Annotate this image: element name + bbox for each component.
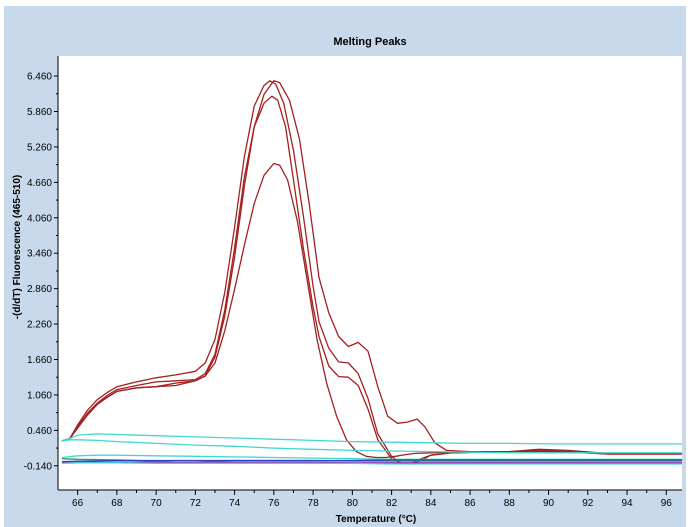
x-tick-label: 78 xyxy=(308,498,320,509)
curve-10 xyxy=(61,461,682,464)
x-tick-label: 80 xyxy=(347,498,359,509)
curve-11 xyxy=(61,462,682,465)
x-tick-label: 90 xyxy=(543,498,555,509)
x-axis-label: Temperature (°C) xyxy=(336,514,417,525)
x-tick-label: 70 xyxy=(151,498,163,509)
x-tick-label: 94 xyxy=(621,498,633,509)
plot-area xyxy=(58,56,682,490)
y-tick-label: 1.060 xyxy=(27,390,52,401)
x-tick-label: 68 xyxy=(111,498,123,509)
x-tick-label: 96 xyxy=(661,498,673,509)
curve-4 xyxy=(61,162,682,459)
x-tick-label: 66 xyxy=(72,498,84,509)
curves-layer xyxy=(61,80,682,465)
y-tick-label: 4.660 xyxy=(27,178,52,189)
y-tick-label: 0.460 xyxy=(27,426,52,437)
y-tick-label: 3.460 xyxy=(27,249,52,260)
y-tick-label: 2.860 xyxy=(27,284,52,295)
y-tick-label: 5.260 xyxy=(27,142,52,153)
curve-3 xyxy=(61,95,682,465)
x-tick-label: 92 xyxy=(582,498,594,509)
y-tick-label: 6.460 xyxy=(27,72,52,83)
x-tick-label: 88 xyxy=(504,498,516,509)
chart-title: Melting Peaks xyxy=(333,36,406,48)
x-tick-label: 82 xyxy=(386,498,398,509)
y-tick-label: 1.660 xyxy=(27,355,52,366)
x-tick-label: 84 xyxy=(425,498,437,509)
x-tick-label: 72 xyxy=(190,498,202,509)
curve-5 xyxy=(61,433,682,445)
y-tick-label: -0.140 xyxy=(24,461,53,472)
curve-9 xyxy=(61,459,682,463)
y-axis-label: -(d/dT) Fluorescence (465-510) xyxy=(12,175,23,319)
curve-6 xyxy=(61,439,682,454)
y-tick-label: 2.260 xyxy=(27,320,52,331)
x-tick-label: 76 xyxy=(268,498,280,509)
x-tick-label: 86 xyxy=(465,498,477,509)
axes-layer: 66 68 70 72 74 76 78 80 82 84 86 88 90 92 94 96 -0.140 0.… xyxy=(24,56,682,509)
y-tick-label: 5.860 xyxy=(27,107,52,118)
x-tick-label: 74 xyxy=(229,498,241,509)
y-tick-label: 4.060 xyxy=(27,213,52,224)
